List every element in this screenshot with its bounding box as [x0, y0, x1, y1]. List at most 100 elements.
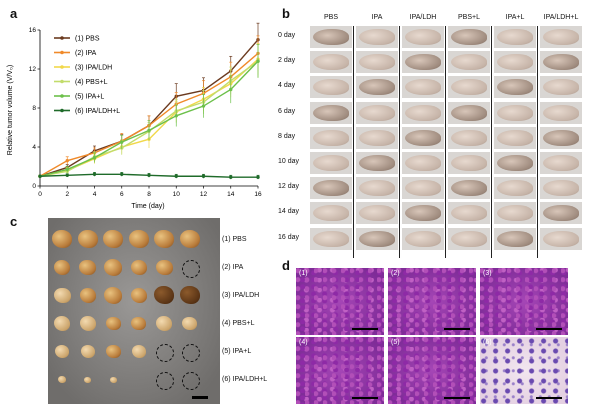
- legend-label: (4) PBS+L: [75, 79, 108, 86]
- mouse-photo: [494, 202, 536, 225]
- column-divider: [445, 26, 446, 258]
- data-point: [229, 175, 233, 179]
- mouse-image: [405, 129, 441, 146]
- tumor-group-label: (1) PBS: [222, 236, 247, 243]
- column-header: IPA/LDH+L: [543, 14, 579, 21]
- legend-marker: [60, 108, 64, 113]
- data-point: [174, 174, 178, 178]
- mouse-photo-grid: PBS IPA IPA/LDH PBS+L IPA+L IPA/LDH+L 0 day 2 d…: [278, 14, 600, 258]
- mouse-photo: [310, 202, 352, 225]
- mouse-photo: [494, 101, 536, 124]
- tumor-specimen: [84, 376, 91, 383]
- empty-tumor-outline: [181, 372, 200, 390]
- mouse-image: [543, 104, 579, 121]
- mouse-image: [313, 79, 349, 96]
- tumor-specimen: [105, 344, 121, 359]
- legend-label: (5) IPA+L: [75, 93, 104, 100]
- mouse-image: [497, 205, 533, 222]
- mouse-image: [313, 180, 349, 197]
- histology-label: (5): [391, 339, 400, 346]
- series-5: [38, 44, 260, 178]
- tumor-specimen: [179, 286, 200, 305]
- mouse-image: [359, 155, 395, 171]
- mouse-photo: [310, 227, 352, 250]
- series-line: [39, 52, 259, 177]
- y-tick-label: 16: [29, 27, 37, 34]
- tumor-specimen: [52, 230, 72, 249]
- mouse-image: [451, 129, 487, 146]
- mouse-image: [497, 29, 533, 45]
- tumor-specimen: [104, 287, 122, 304]
- mouse-image: [543, 205, 579, 222]
- mouse-image: [451, 29, 487, 45]
- scale-bar: [536, 328, 562, 330]
- mouse-image: [359, 104, 395, 121]
- mouse-image: [405, 104, 441, 121]
- tumor-specimen: [154, 230, 174, 249]
- mouse-photo: [402, 227, 444, 250]
- y-tick-label: 12: [29, 66, 37, 73]
- tumor-specimen: [77, 230, 98, 249]
- y-tick-label: 4: [32, 144, 36, 151]
- tumor-specimen: [109, 376, 117, 383]
- mouse-image: [451, 155, 487, 171]
- data-point: [201, 104, 206, 108]
- mouse-photo: [448, 227, 490, 250]
- histology-image: (1): [296, 268, 384, 335]
- mouse-image: [543, 29, 579, 45]
- mouse-image: [359, 205, 395, 222]
- column-divider: [537, 26, 538, 258]
- column-header: IPA+L: [505, 14, 525, 21]
- mouse-photo: [448, 76, 490, 99]
- tumor-specimen: [130, 288, 147, 303]
- mouse-photo: [310, 51, 352, 74]
- mouse-photo: [448, 51, 490, 74]
- mouse-image: [405, 79, 441, 96]
- tumor-specimen: [156, 316, 172, 331]
- tumor-specimen: [54, 316, 70, 331]
- x-tick-label: 6: [120, 191, 124, 198]
- tumor-specimen: [182, 316, 197, 331]
- mouse-image: [451, 104, 487, 121]
- mouse-photo: [540, 152, 582, 174]
- mouse-photo: [540, 202, 582, 225]
- x-tick-label: 16: [254, 191, 262, 198]
- row-label: 8 day: [278, 132, 296, 140]
- series-2: [38, 35, 260, 178]
- chart-axes: 0 2 4 6 8 10 12 14 16 0 4 8 12 16: [29, 27, 262, 198]
- mouse-photo: [448, 26, 490, 48]
- histology-image: (3): [480, 268, 568, 335]
- y-tick-label: 0: [32, 183, 36, 190]
- series-1: [38, 22, 260, 178]
- tumor-specimen: [105, 316, 121, 331]
- mouse-image: [405, 180, 441, 197]
- mouse-image: [313, 104, 349, 121]
- mouse-image: [313, 155, 349, 171]
- row-label: 0 day: [278, 32, 296, 39]
- mouse-photo: [494, 126, 536, 149]
- mouse-photo: [402, 101, 444, 124]
- data-point: [256, 59, 260, 63]
- mouse-image: [451, 54, 487, 71]
- mouse-image: [497, 54, 533, 71]
- data-point: [229, 87, 233, 92]
- mouse-image: [497, 79, 533, 96]
- data-point: [147, 173, 151, 177]
- mouse-image: [497, 180, 533, 197]
- mouse-photo: [356, 126, 398, 149]
- x-tick-label: 8: [147, 191, 151, 198]
- tumor-specimen: [79, 259, 96, 276]
- series-3: [38, 43, 260, 178]
- x-tick-label: 2: [65, 191, 69, 198]
- mouse-image: [359, 54, 395, 71]
- y-axis-label: Relative tumor volume (V/V₀): [7, 65, 14, 155]
- empty-tumor-outline: [181, 260, 200, 278]
- mouse-photo: [540, 51, 582, 74]
- panel-letter-b: b: [282, 6, 290, 21]
- mouse-photo: [402, 126, 444, 149]
- mouse-photo: [448, 101, 490, 124]
- mouse-photo: [402, 177, 444, 200]
- mouse-photo: [402, 51, 444, 74]
- tumor-specimen: [79, 288, 96, 303]
- tumor-specimen: [103, 230, 123, 249]
